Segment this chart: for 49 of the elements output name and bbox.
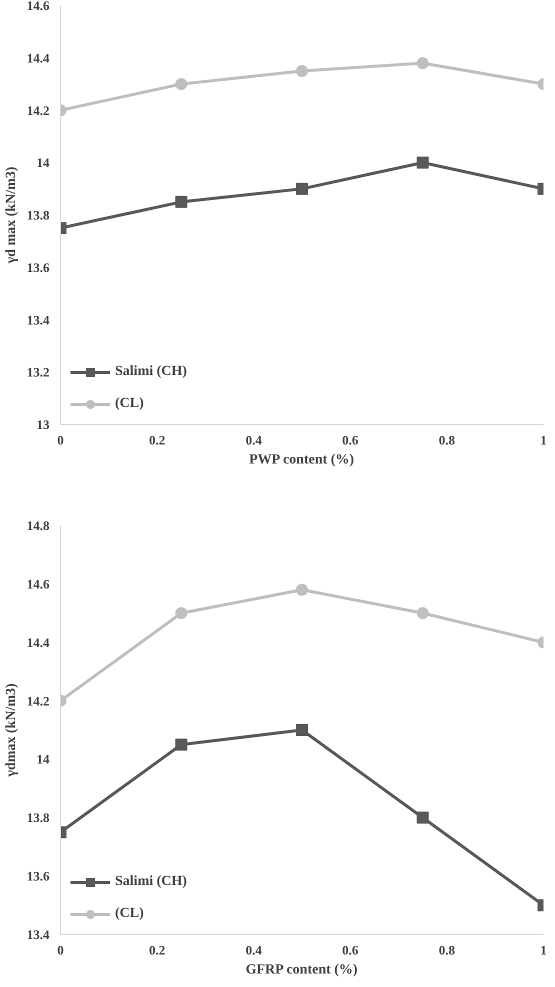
point [296,64,308,77]
point [416,57,429,70]
y-tick-label: 13.8 [26,810,50,826]
y-tick-label: 13.8 [26,208,50,222]
x-tick-label: 0.6 [342,432,359,448]
y-tick-label: 13.4 [26,312,50,328]
point [175,607,188,620]
point [296,724,308,736]
x-tick-label: 0 [57,432,64,448]
x-tick-label: 0.8 [438,942,456,958]
point [296,584,308,596]
y-tick-label: 14.2 [26,693,50,708]
y-tick-label: 13 [36,417,50,432]
y-tick-label: 14.6 [26,0,50,13]
y-tick-label: 13.6 [26,260,50,275]
y-tick-label: 14 [36,752,50,767]
point [175,196,188,208]
y-tick-label: 14 [36,155,50,170]
x-tick-label: 0.8 [438,432,456,448]
point [416,156,429,169]
x-tick-label: 1 [540,942,547,958]
y-axis-title: γd max (kN/m3) [4,166,19,264]
y-tick-label: 14.2 [26,102,50,118]
point [416,812,429,824]
y-tick-label: 13.2 [26,364,50,380]
x-tick-label: 0.4 [246,942,262,958]
x-tick-label: 0.2 [148,942,166,958]
x-axis-title: GFRP content (%) [246,962,358,978]
x-tick-label: 0.4 [246,432,262,448]
point [175,78,188,90]
y-tick-label: 13.6 [26,868,50,884]
x-tick-label: 0.2 [148,432,166,448]
legend-label: Salimi (CH) [115,364,187,380]
x-tick-label: 0 [57,942,64,958]
legend-label: Salimi (CH) [115,874,187,890]
point [416,607,429,620]
x-tick-label: 0.6 [342,942,359,958]
y-tick-label: 14.6 [26,576,50,592]
x-axis-title: PWP content (%) [249,452,354,468]
y-axis-title: γdmax (kN/m3) [4,683,19,778]
legend-label: (CL) [115,396,144,412]
point [296,182,308,195]
y-tick-label: 14.4 [26,634,50,650]
point [175,738,188,751]
y-tick-label: 14.4 [26,50,50,66]
y-tick-label: 13.4 [26,927,50,942]
legend-label: (CL) [115,906,144,922]
x-tick-label: 1 [540,432,547,448]
y-tick-label: 14.8 [26,518,50,533]
